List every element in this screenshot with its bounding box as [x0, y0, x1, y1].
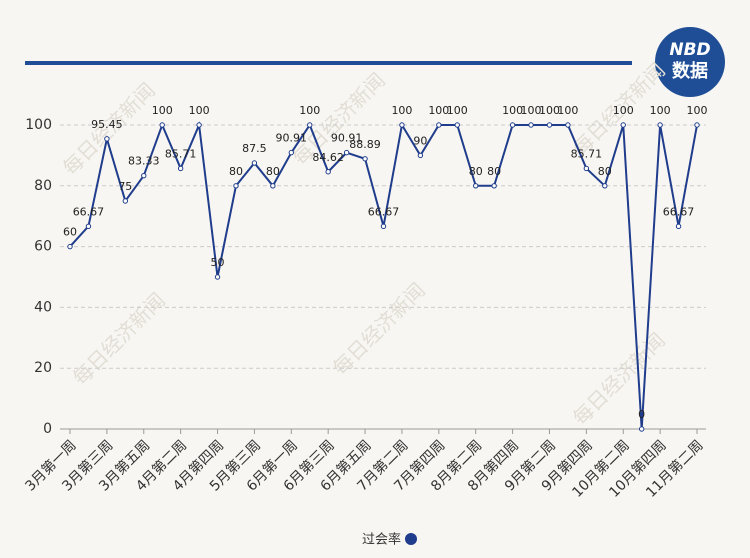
- data-label: 90.91: [331, 132, 363, 145]
- y-tick-label: 40: [34, 299, 52, 315]
- data-label: 95.45: [91, 118, 123, 131]
- data-label: 85.71: [165, 147, 197, 160]
- data-label: 100: [152, 104, 173, 117]
- legend-label: 过会率: [362, 532, 401, 548]
- point: [565, 122, 571, 128]
- data-label: 100: [391, 104, 412, 117]
- point: [251, 160, 258, 166]
- point: [288, 149, 294, 156]
- data-label: 80: [598, 165, 612, 178]
- data-label: 80: [469, 165, 483, 178]
- data-label: 80: [487, 165, 501, 178]
- point: [104, 136, 110, 142]
- data-label: 100: [557, 104, 578, 117]
- point: [454, 122, 460, 128]
- y-tick-label: 60: [34, 239, 52, 255]
- data-label: 75: [118, 180, 132, 193]
- data-label: 100: [299, 104, 320, 117]
- data-label: 100: [189, 104, 210, 117]
- point: [141, 172, 147, 179]
- point: [546, 122, 553, 128]
- point: [233, 183, 239, 189]
- point: [528, 122, 534, 128]
- data-label: 100: [539, 104, 560, 117]
- y-tick-label: 100: [25, 117, 52, 133]
- point: [473, 183, 479, 189]
- y-tick-label: 0: [43, 421, 52, 437]
- point: [638, 426, 645, 432]
- data-label: 87.5: [242, 142, 267, 155]
- point: [122, 198, 129, 204]
- data-label: 0: [638, 408, 645, 421]
- point: [159, 122, 165, 128]
- point: [196, 122, 202, 128]
- data-label: 66.67: [73, 205, 105, 218]
- data-label: 100: [613, 104, 634, 117]
- logo-badge: [655, 27, 725, 97]
- point: [177, 165, 184, 172]
- point: [436, 122, 442, 128]
- y-tick-label: 80: [34, 178, 52, 194]
- data-label: 100: [650, 104, 671, 117]
- point: [343, 149, 350, 156]
- data-label: 66.67: [368, 205, 400, 218]
- data-label: 100: [428, 104, 449, 117]
- data-label: 88.89: [349, 138, 381, 151]
- data-label: 66.67: [663, 205, 695, 218]
- data-label: 50: [211, 256, 225, 269]
- data-label: 80: [229, 165, 243, 178]
- point: [417, 152, 424, 159]
- point: [675, 223, 682, 230]
- point: [362, 156, 368, 162]
- point: [325, 169, 331, 175]
- point: [657, 122, 663, 128]
- point: [380, 223, 387, 230]
- point: [694, 122, 700, 128]
- point: [67, 243, 73, 250]
- legend-marker: [405, 533, 417, 545]
- header-bar: [25, 61, 632, 65]
- data-label: 80: [266, 165, 280, 178]
- point: [583, 165, 590, 172]
- point: [620, 122, 626, 128]
- data-label: 85.71: [571, 147, 603, 160]
- point: [270, 183, 276, 189]
- data-label: 100: [687, 104, 708, 117]
- logo-bottom: 数据: [672, 60, 708, 82]
- point: [509, 122, 516, 128]
- data-label: 100: [502, 104, 523, 117]
- data-label: 84.62: [312, 151, 344, 164]
- point: [602, 183, 608, 189]
- data-label: 83.33: [128, 155, 160, 168]
- point: [307, 122, 313, 128]
- point: [85, 223, 92, 230]
- point: [399, 122, 405, 128]
- data-label: 100: [521, 104, 542, 117]
- data-label: 100: [447, 104, 468, 117]
- data-label: 90: [413, 134, 427, 147]
- y-tick-label: 20: [34, 360, 52, 376]
- data-label: 90.91: [276, 132, 308, 145]
- point: [491, 183, 497, 189]
- data-label: 60: [63, 226, 77, 239]
- point: [214, 274, 221, 280]
- logo-top: NBD: [669, 40, 710, 60]
